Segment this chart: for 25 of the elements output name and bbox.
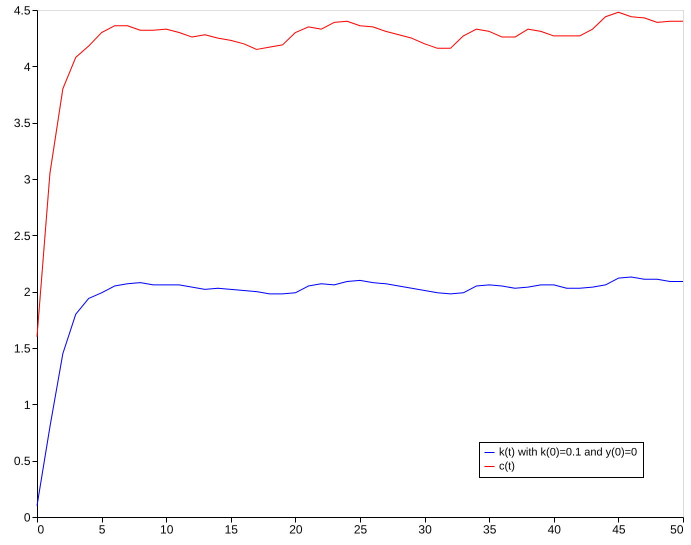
y-tick-label: 0 <box>24 510 31 524</box>
y-tick-label: 4.5 <box>14 4 31 18</box>
x-tick-label: 45 <box>612 522 626 536</box>
y-tick-label: 3.5 <box>14 116 31 130</box>
y-tick-label: 1 <box>24 398 31 412</box>
x-tick-label: 15 <box>224 522 238 536</box>
y-tick-label: 2.5 <box>14 228 31 243</box>
y-tick-label: 1.5 <box>14 342 31 356</box>
y-tick-label: 2 <box>24 285 31 300</box>
line-series <box>36 12 684 338</box>
y-tick-label: 0.5 <box>14 454 31 468</box>
y-tick-label: 3 <box>24 172 31 186</box>
line-series <box>36 276 684 506</box>
x-tick-label: 50 <box>670 522 684 536</box>
legend-label: k(t) with k(0)=0.1 and y(0)=0 <box>499 446 638 458</box>
x-tick-label: 30 <box>418 522 432 536</box>
x-tick-label: 35 <box>483 522 497 536</box>
legend-label: c(t) <box>499 460 515 472</box>
x-tick-label: 5 <box>98 522 106 536</box>
x-tick-label: 40 <box>548 522 562 536</box>
y-tick-label: 4 <box>24 60 31 74</box>
x-tick-label: 0 <box>38 522 44 536</box>
x-tick-label: 25 <box>354 522 368 536</box>
x-tick-label: 10 <box>160 522 174 536</box>
x-tick-label: 20 <box>289 522 303 536</box>
